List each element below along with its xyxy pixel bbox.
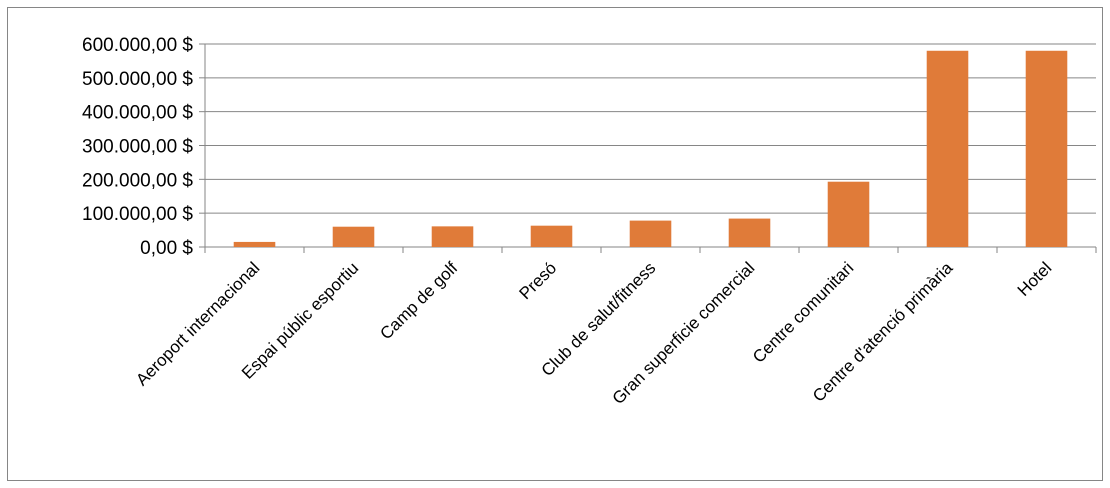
y-tick-label: 500.000,00 $ xyxy=(82,69,193,90)
y-tick-label: 100.000,00 $ xyxy=(82,204,193,225)
bar xyxy=(332,226,375,247)
x-tick-label: Centre comunitari xyxy=(749,258,857,366)
y-tick-label: 300.000,00 $ xyxy=(82,137,193,158)
bar xyxy=(728,218,771,247)
y-tick-label: 600.000,00 $ xyxy=(82,35,193,56)
bar xyxy=(530,225,573,247)
bar xyxy=(827,181,870,247)
y-tick-label: 400.000,00 $ xyxy=(82,103,193,124)
y-tick-label: 200.000,00 $ xyxy=(82,170,193,191)
bar xyxy=(431,226,474,247)
bar xyxy=(1025,50,1068,248)
bar xyxy=(926,50,969,248)
x-tick-label: Camp de golf xyxy=(376,258,461,343)
bar xyxy=(233,241,276,247)
x-tick-label: Hotel xyxy=(1014,258,1055,299)
y-tick-label: 0,00 $ xyxy=(140,238,193,259)
x-tick-label: Presó xyxy=(515,258,560,303)
bar xyxy=(629,220,672,247)
